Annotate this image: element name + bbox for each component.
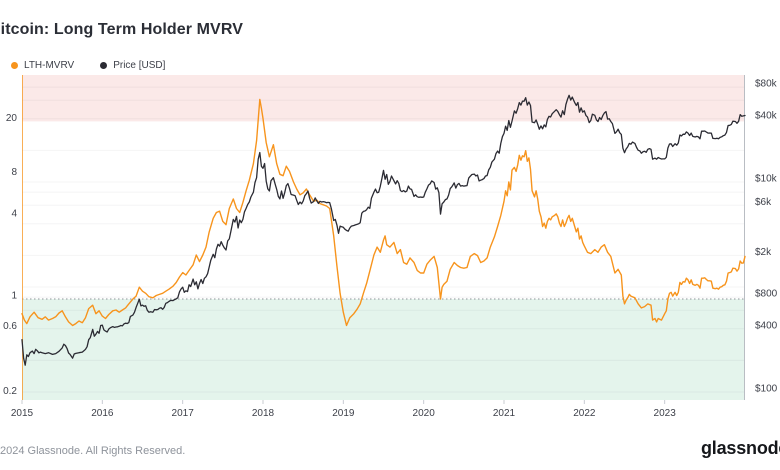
price-usd-line <box>21 94 746 366</box>
glassnode-logo: glassnode <box>701 438 780 458</box>
y-left-tick-label: 8 <box>11 167 17 178</box>
y-left-tick-label: 0.6 <box>3 321 17 332</box>
legend-label-lth-mvrv: LTH-MVRV <box>24 60 75 71</box>
y-right-tick-label: $2k <box>755 247 772 258</box>
y-left-tick-label: 0.2 <box>3 386 17 397</box>
y-right-tick-label: $6k <box>755 197 772 208</box>
x-tick-label: 2021 <box>493 408 516 419</box>
y-right-tick-label: $800 <box>755 289 778 300</box>
lth-mvrv-series-dot-icon <box>11 62 18 69</box>
x-tick-label: 2023 <box>654 408 677 419</box>
lth-mvrv-line <box>21 98 746 327</box>
price-usd-series-dot-icon <box>100 62 108 69</box>
page-title: Bitcoin: Long Term Holder MVRV <box>0 21 243 38</box>
x-tick-label: 2016 <box>91 408 114 419</box>
y-left-tick-label: 4 <box>11 208 17 219</box>
x-tick-label: 2017 <box>172 408 195 419</box>
copyright-text: 2024 Glassnode. All Rights Reserved. <box>0 445 186 457</box>
x-tick-label: 2015 <box>11 408 34 419</box>
x-tick-label: 2020 <box>413 408 436 419</box>
legend-label-price-usd: Price [USD] <box>113 60 166 71</box>
chart-legend: LTH-MVRV Price [USD] <box>11 60 165 71</box>
x-tick-label: 2018 <box>252 408 275 419</box>
undervalued-zone <box>22 299 745 400</box>
overvalued-zone <box>22 75 745 122</box>
y-right-tick-label: $40k <box>755 110 778 121</box>
y-left-tick-label: 1 <box>11 291 17 302</box>
legend-item-lth-mvrv[interactable]: LTH-MVRV <box>11 60 74 71</box>
y-left-tick-label: 20 <box>6 113 18 124</box>
x-tick-label: 2019 <box>332 408 355 419</box>
y-right-tick-label: $80k <box>755 79 778 90</box>
y-right-tick-label: $10k <box>755 174 778 185</box>
y-right-tick-label: $100 <box>755 384 778 395</box>
y-right-tick-label: $400 <box>755 320 778 331</box>
legend-item-price-usd[interactable]: Price [USD] <box>100 60 165 71</box>
x-tick-label: 2022 <box>573 408 596 419</box>
